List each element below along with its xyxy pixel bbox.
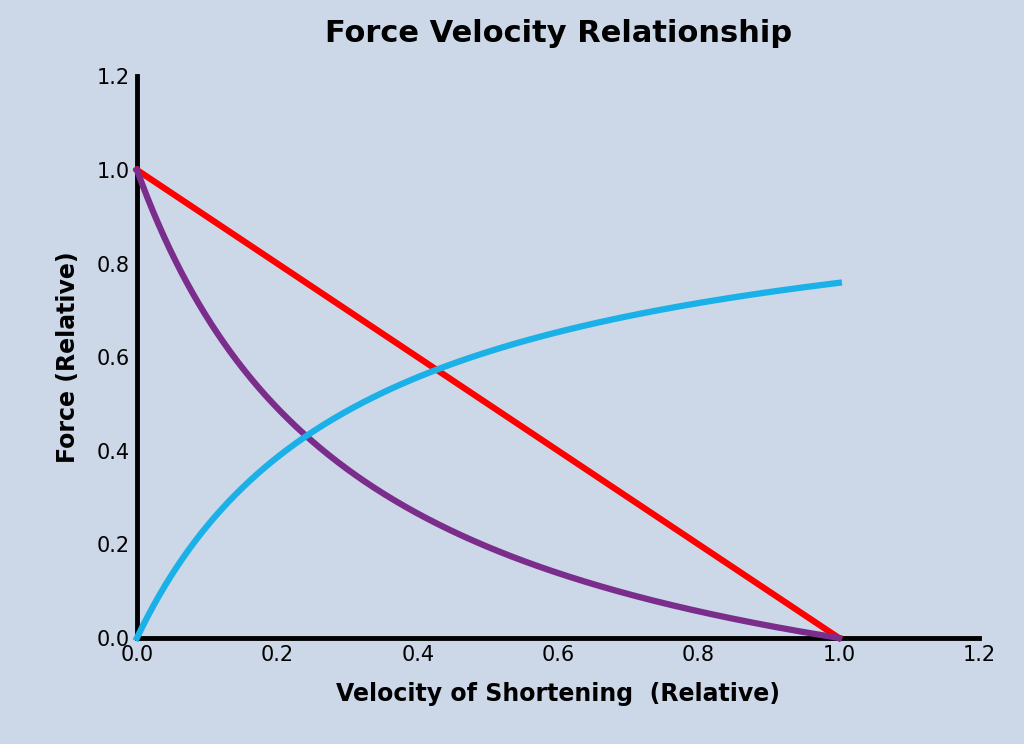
- X-axis label: Velocity of Shortening  (Relative): Velocity of Shortening (Relative): [336, 682, 780, 705]
- Y-axis label: Force (Relative): Force (Relative): [56, 251, 80, 463]
- Title: Force Velocity Relationship: Force Velocity Relationship: [325, 19, 792, 48]
